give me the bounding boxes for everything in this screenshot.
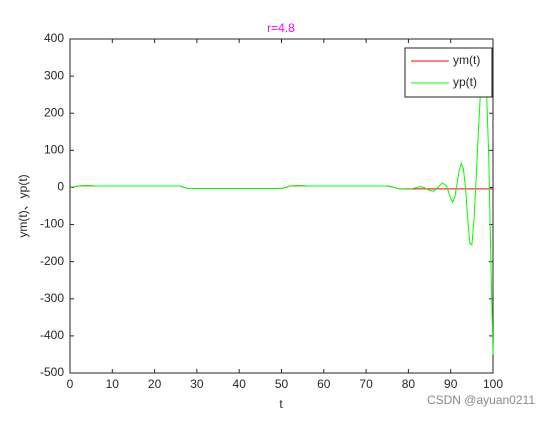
legend-label: ym(t) [453,53,480,67]
y-tick-label: -100 [40,217,64,231]
x-tick-label: 100 [483,377,503,391]
x-tick-label: 20 [148,377,162,391]
y-tick-label: 100 [44,143,64,157]
x-tick-label: 90 [444,377,458,391]
x-tick-label: 10 [106,377,120,391]
x-tick-label: 30 [190,377,204,391]
y-tick-label: -200 [40,254,64,268]
chart-title: r=4.8 [267,21,295,35]
y-tick-label: -300 [40,291,64,305]
y-tick-label: 400 [44,31,64,45]
data-line [69,70,494,355]
watermark: CSDN @ayuan0211 [427,393,535,407]
y-tick-label: 300 [44,68,64,82]
legend-label: yp(t) [453,75,477,89]
legend-box [404,47,493,98]
x-tick-label: 40 [233,377,247,391]
x-axis-label: t [279,397,283,411]
y-tick-label: 200 [44,105,64,119]
y-axis-label: ym(t)、yp(t) [16,174,30,237]
y-tick-label: -400 [40,328,64,342]
x-tick-label: 0 [67,377,74,391]
y-tick-label: -500 [40,365,64,379]
x-tick-label: 70 [359,377,373,391]
x-tick-label: 60 [317,377,331,391]
y-tick-label: 0 [57,180,64,194]
x-tick-label: 50 [275,377,289,391]
x-tick-label: 80 [402,377,416,391]
